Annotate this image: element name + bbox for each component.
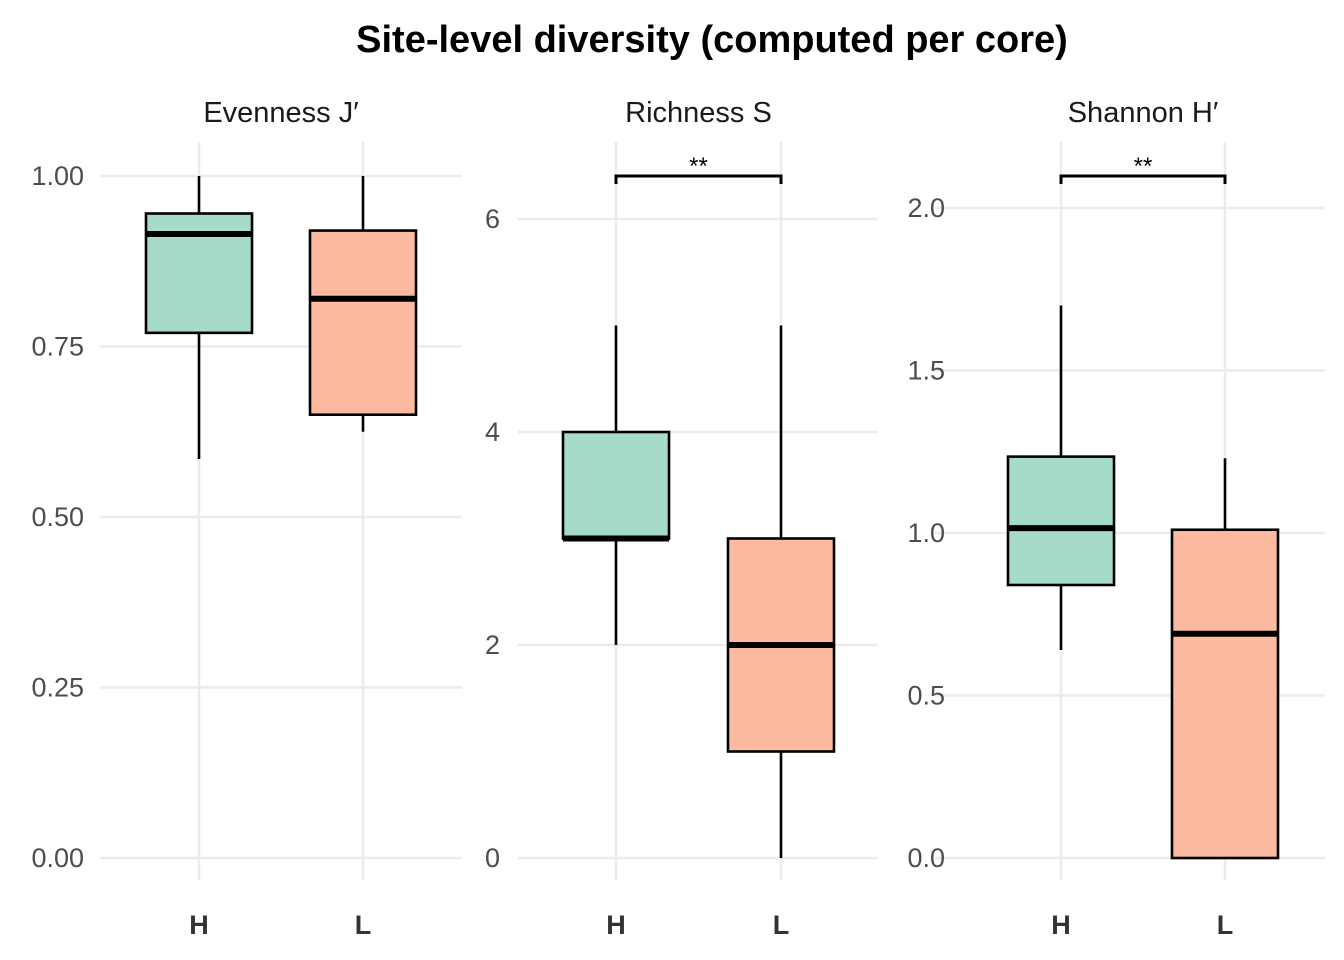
y-tick-label: 2 xyxy=(485,630,500,660)
chart-title: Site-level diversity (computed per core) xyxy=(356,19,1068,61)
box-H xyxy=(144,176,254,460)
x-tick-label: L xyxy=(773,910,790,940)
iqr-box xyxy=(1170,528,1280,860)
facet-label: Richness S xyxy=(625,97,772,129)
facet-label: Shannon H′ xyxy=(1068,97,1219,129)
box-H xyxy=(561,325,671,645)
facet-label: Evenness J′ xyxy=(203,97,358,129)
facet-panel: Evenness J′ 0.00 0.25 0.50 0.75 1.00 H L xyxy=(31,97,462,940)
significance-label: ** xyxy=(689,153,708,180)
facet-panel: Richness S 0 2 4 6 H L ** xyxy=(485,97,878,940)
y-tick-label: 4 xyxy=(485,417,500,447)
y-tick-label: 0.00 xyxy=(31,843,84,873)
box-L xyxy=(1170,458,1280,860)
y-tick-label: 0.0 xyxy=(907,843,945,873)
x-tick-label: H xyxy=(1051,910,1071,940)
y-tick-label: 0 xyxy=(485,843,500,873)
significance-label: ** xyxy=(1134,153,1153,180)
y-tick-label: 1.00 xyxy=(31,161,84,191)
x-tick-label: L xyxy=(355,910,372,940)
iqr-box xyxy=(308,229,418,416)
box-L xyxy=(726,325,836,858)
y-tick-label: 6 xyxy=(485,204,500,234)
y-tick-label: 0.5 xyxy=(907,681,945,711)
x-tick-label: H xyxy=(606,910,626,940)
y-tick-label: 0.25 xyxy=(31,673,84,703)
box-L xyxy=(308,176,418,432)
significance-bracket xyxy=(1059,174,1227,184)
y-tick-label: 1.5 xyxy=(907,356,945,386)
significance-bracket xyxy=(614,174,783,184)
facet-panels: Evenness J′0.000.250.500.751.00H LRichnes… xyxy=(31,97,1325,940)
x-tick-label: H xyxy=(189,910,209,940)
y-tick-label: 2.0 xyxy=(907,193,945,223)
y-tick-label: 0.50 xyxy=(31,502,84,532)
iqr-box xyxy=(1006,455,1116,587)
box-H xyxy=(1006,305,1116,650)
x-tick-label: L xyxy=(1217,910,1234,940)
facet-panel: Shannon H′ 0.0 0.5 1.0 1.5 2.0 H L ** xyxy=(907,97,1325,940)
y-tick-label: 1.0 xyxy=(907,518,945,548)
y-tick-label: 0.75 xyxy=(31,332,84,362)
iqr-box xyxy=(561,430,671,540)
